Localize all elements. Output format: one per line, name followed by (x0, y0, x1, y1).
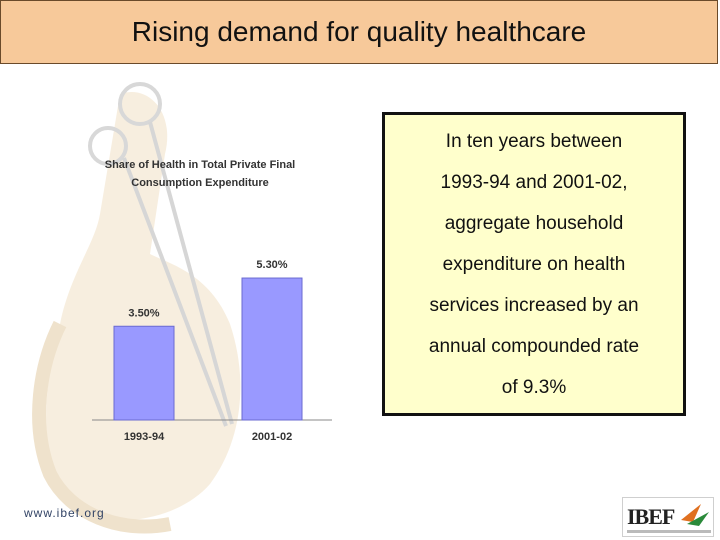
bar-1993-94 (113, 325, 175, 421)
website-url: www.ibef.org (24, 506, 105, 520)
ibef-logo: IBEF (622, 497, 714, 537)
callout-line: services increased by an (429, 295, 639, 316)
chart-title-line-1: Share of Health in Total Private Final (105, 159, 296, 171)
chart-title-line-2: Consumption Expenditure (131, 177, 269, 189)
summary-callout-box: In ten years between 1993-94 and 2001-02… (382, 112, 686, 416)
callout-line: expenditure on health (442, 254, 626, 275)
callout-line: In ten years between (445, 131, 623, 152)
callout-line: 1993-94 and 2001-02, (440, 172, 628, 193)
callout-line: of 9.3% (501, 377, 567, 398)
slide-title-bar: Rising demand for quality healthcare (0, 0, 718, 64)
bar-value-label: 5.30% (256, 259, 287, 271)
category-tick-label: 2001-02 (252, 431, 292, 443)
logo-swoosh-icon (681, 504, 709, 526)
callout-line: aggregate household (444, 213, 624, 234)
slide-title: Rising demand for quality healthcare (131, 16, 587, 47)
bar-value-label: 3.50% (128, 307, 159, 319)
logo-tagline (627, 530, 711, 533)
bar-2001-02 (241, 277, 303, 421)
category-tick-label: 1993-94 (124, 431, 165, 443)
callout-line: annual compounded rate (428, 336, 640, 357)
logo-text: IBEF (627, 504, 675, 529)
surgical-glove-background-art (32, 82, 241, 534)
